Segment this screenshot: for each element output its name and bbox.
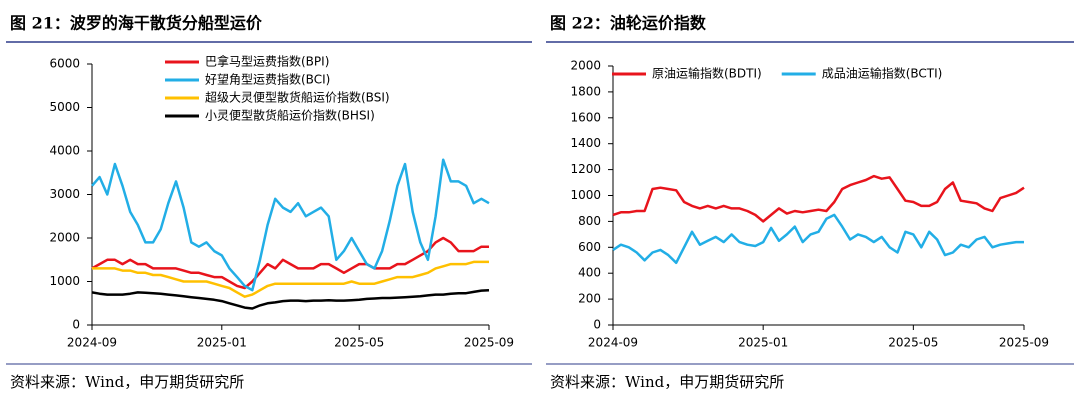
chart-title: 图 22：油轮运价指数	[550, 14, 707, 33]
x-tick-label: 2024-09	[67, 336, 117, 350]
x-tick-label: 2025-01	[197, 336, 247, 350]
y-tick-label: 6000	[49, 57, 80, 71]
y-tick-label: 0	[72, 318, 80, 332]
chart-title: 图 21：波罗的海干散货分船型运价	[10, 14, 263, 33]
y-tick-label: 400	[578, 266, 601, 280]
y-tick-label: 2000	[570, 59, 601, 73]
x-tick-label: 2025-05	[888, 336, 938, 350]
series-line	[91, 236, 489, 290]
y-tick-label: 5000	[49, 100, 80, 114]
legend-label: 好望角型运费指数(BCI)	[205, 72, 330, 87]
legend-label: 超级大灵便型散货船运价指数(BSI)	[205, 90, 390, 105]
y-tick-label: 1600	[570, 110, 601, 124]
x-tick-label: 2024-09	[588, 336, 638, 350]
source-note: 资料来源：Wind，申万期货研究所	[10, 373, 244, 391]
y-tick-label: 200	[578, 292, 601, 306]
legend-label: 原油运输指数(BDTI)	[652, 66, 762, 81]
series-line	[92, 260, 489, 298]
x-tick-label: 2025-09	[464, 336, 514, 350]
x-tick-label: 2025-01	[738, 336, 788, 350]
y-tick-label: 1800	[570, 84, 601, 98]
x-tick-label: 2025-09	[999, 336, 1049, 350]
y-tick-label: 1200	[570, 162, 601, 176]
y-tick-label: 0	[593, 318, 601, 332]
y-tick-label: 4000	[49, 144, 80, 158]
y-tick-label: 1000	[570, 188, 601, 202]
series-line	[91, 288, 490, 310]
y-tick-label: 3000	[49, 187, 80, 201]
legend-label: 小灵便型散货船运价指数(BHSI)	[205, 108, 375, 123]
y-tick-label: 800	[578, 214, 601, 228]
series-line	[91, 158, 490, 292]
y-tick-label: 2000	[49, 231, 80, 245]
legend-label: 成品油运输指数(BCTI)	[822, 66, 943, 81]
y-tick-label: 1000	[49, 274, 80, 288]
x-tick-label: 2025-05	[334, 336, 384, 350]
series-line	[612, 174, 1025, 223]
source-note: 资料来源：Wind，申万期货研究所	[550, 373, 784, 391]
y-tick-label: 600	[578, 240, 601, 254]
series-line	[612, 213, 1024, 265]
legend-label: 巴拿马型运费指数(BPI)	[205, 54, 329, 69]
y-tick-label: 1400	[570, 136, 601, 150]
